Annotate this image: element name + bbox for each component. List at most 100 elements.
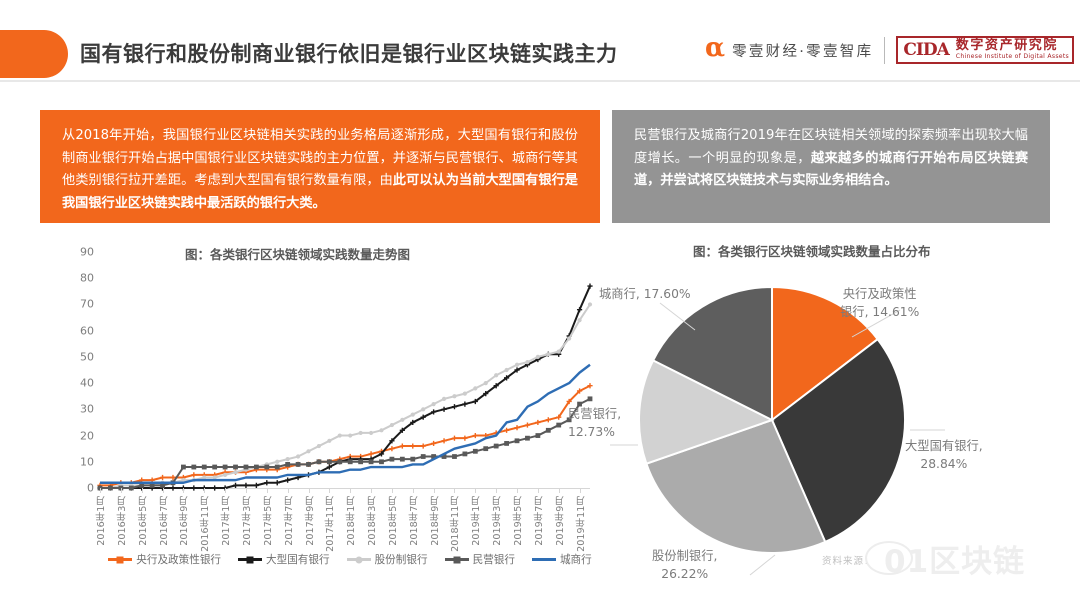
data-point bbox=[587, 396, 593, 402]
x-axis-tick bbox=[162, 488, 164, 493]
data-point bbox=[378, 451, 385, 457]
x-axis-label: 2019年3月 bbox=[492, 496, 504, 546]
pie-chart-wrap: 央行及政策性 银行, 14.61% 大型国有银行, 28.84% 股份制银行, 26.22… bbox=[568, 255, 1080, 585]
x-axis-tick bbox=[141, 488, 143, 493]
pie-label-line1: 城商行, 17.60% bbox=[599, 287, 691, 301]
x-axis-label: 2017年7月 bbox=[283, 496, 295, 546]
header-divider bbox=[0, 80, 1080, 82]
watermark: 01区块链 bbox=[884, 544, 1026, 580]
legend-item-民营银行[interactable]: 民营银行 bbox=[444, 552, 515, 567]
legend-label: 民营银行 bbox=[472, 554, 515, 566]
line-chart-title: 图：各类银行区块链领域实践数量走势图 bbox=[185, 247, 411, 262]
callout-orange-text: 从2018年开始，我国银行业区块链相关实践的业务格局逐渐形成，大型国有银行和股份… bbox=[62, 125, 578, 215]
legend-item-大型国有银行[interactable]: 大型国有银行 bbox=[238, 552, 330, 567]
x-axis-tick bbox=[433, 488, 435, 493]
x-axis-tick bbox=[329, 488, 331, 493]
x-axis-tick bbox=[183, 488, 185, 493]
x-axis-tick bbox=[350, 488, 352, 493]
data-point bbox=[232, 482, 239, 488]
x-axis-tick bbox=[100, 488, 101, 493]
x-axis-label: 2019年7月 bbox=[533, 496, 545, 546]
data-point bbox=[326, 464, 332, 470]
pie-label-line1: 大型国有银行, bbox=[905, 439, 983, 453]
data-point bbox=[410, 443, 416, 449]
pie-leader-line bbox=[659, 302, 696, 331]
data-point bbox=[128, 485, 134, 491]
line-series-民营银行 bbox=[100, 397, 591, 489]
cida-mark-text: CIDA bbox=[903, 39, 949, 60]
x-axis-label: 2018年1月 bbox=[346, 496, 358, 546]
data-point bbox=[389, 422, 395, 428]
data-point bbox=[545, 427, 551, 433]
x-axis-label: 2019年1月 bbox=[471, 496, 483, 546]
x-axis-label: 2018年11月 bbox=[450, 496, 462, 552]
data-point bbox=[223, 472, 228, 477]
data-point bbox=[191, 472, 197, 478]
pie-label-央行及政策性银行: 央行及政策性 银行, 14.61% bbox=[840, 285, 919, 321]
data-point bbox=[222, 464, 228, 470]
x-axis-label: 2018年3月 bbox=[367, 496, 379, 546]
data-point bbox=[170, 485, 176, 491]
cida-text-block: 数字资产研究院 Chinese Institute of Digital Ass… bbox=[956, 39, 1069, 60]
pie-label-城商行: 城商行, 17.60% bbox=[599, 285, 691, 303]
data-point bbox=[368, 459, 374, 465]
pie-slice-大型国有银行[interactable] bbox=[770, 337, 906, 544]
cida-english-name: Chinese Institute of Digital Assets bbox=[955, 52, 1069, 60]
legend-swatch bbox=[444, 556, 469, 563]
pie-slice-城商行[interactable] bbox=[651, 285, 773, 422]
x-axis-tick bbox=[496, 488, 498, 493]
x-axis-label: 2016年7月 bbox=[158, 496, 170, 546]
callout-gray-bold: 越来越多的城商行开始布局区块链赛道，并尝试将区块链技术与实际业务相结合。 bbox=[634, 150, 1029, 189]
legend-item-城商行[interactable]: 城商行 bbox=[531, 552, 592, 567]
brand-name: 零壹财经·零壹智库 bbox=[732, 43, 874, 60]
data-point bbox=[462, 391, 467, 396]
data-point bbox=[285, 462, 291, 467]
data-point bbox=[202, 475, 207, 480]
data-point bbox=[379, 428, 384, 433]
data-point bbox=[358, 430, 363, 436]
x-axis-tick bbox=[225, 488, 227, 493]
data-point bbox=[285, 477, 291, 483]
callout-orange-bold: 此可以认为当前大型国有银行是我国银行业区块链实践中最活跃的银行大类。 bbox=[62, 173, 578, 211]
pie-label-line2: 28.84% bbox=[920, 457, 968, 471]
pie-label-民营银行: 民营银行, 12.73% bbox=[568, 405, 621, 441]
data-point bbox=[556, 349, 561, 354]
line-chart-legend: 央行及政策性银行 大型国有银行 股份制银行 民营银行 城商行 bbox=[100, 552, 600, 567]
x-axis-tick bbox=[412, 488, 414, 493]
cida-logo: CIDA 数字资产研究院 Chinese Institute of Digita… bbox=[896, 36, 1074, 64]
y-axis-label: 30 bbox=[80, 402, 94, 416]
x-axis-label: 2017年9月 bbox=[304, 496, 316, 546]
y-axis-label: 0 bbox=[87, 481, 94, 495]
x-axis-label: 2017年11月 bbox=[325, 496, 337, 552]
data-point bbox=[264, 464, 270, 470]
pie-slice-央行及政策性银行[interactable] bbox=[771, 285, 880, 423]
data-point bbox=[410, 412, 415, 417]
legend-swatch bbox=[531, 558, 556, 561]
data-point bbox=[483, 381, 488, 386]
data-point bbox=[295, 454, 301, 459]
y-axis-label: 60 bbox=[80, 324, 94, 338]
x-axis-label: 2019年11月 bbox=[575, 496, 587, 552]
data-point bbox=[306, 462, 311, 467]
legend-item-股份制银行[interactable]: 股份制银行 bbox=[346, 552, 428, 567]
x-axis-label: 2016年3月 bbox=[116, 496, 128, 546]
x-axis-tick bbox=[558, 488, 560, 493]
data-point bbox=[170, 474, 176, 481]
data-point bbox=[566, 398, 572, 405]
data-point bbox=[431, 409, 437, 415]
legend-item-央行及政策性银行[interactable]: 央行及政策性银行 bbox=[108, 552, 221, 567]
data-point bbox=[421, 407, 426, 412]
data-point bbox=[587, 383, 593, 389]
data-point bbox=[556, 422, 562, 428]
callout-orange-normal: 从2018年开始，我国银行业区块链相关实践的业务格局逐渐形成，大型国有银行和股份… bbox=[62, 128, 578, 188]
source-label: 资料来源： bbox=[822, 556, 875, 567]
x-axis-tick bbox=[537, 488, 539, 493]
data-point bbox=[494, 373, 499, 378]
pie-slice-股份制银行[interactable] bbox=[645, 418, 827, 554]
data-point bbox=[400, 417, 405, 422]
x-axis-tick bbox=[287, 488, 289, 493]
pie-slice-民营银行[interactable] bbox=[638, 359, 775, 465]
data-point bbox=[212, 475, 217, 480]
line-chart-svg bbox=[97, 283, 593, 491]
x-axis-tick bbox=[517, 488, 519, 493]
